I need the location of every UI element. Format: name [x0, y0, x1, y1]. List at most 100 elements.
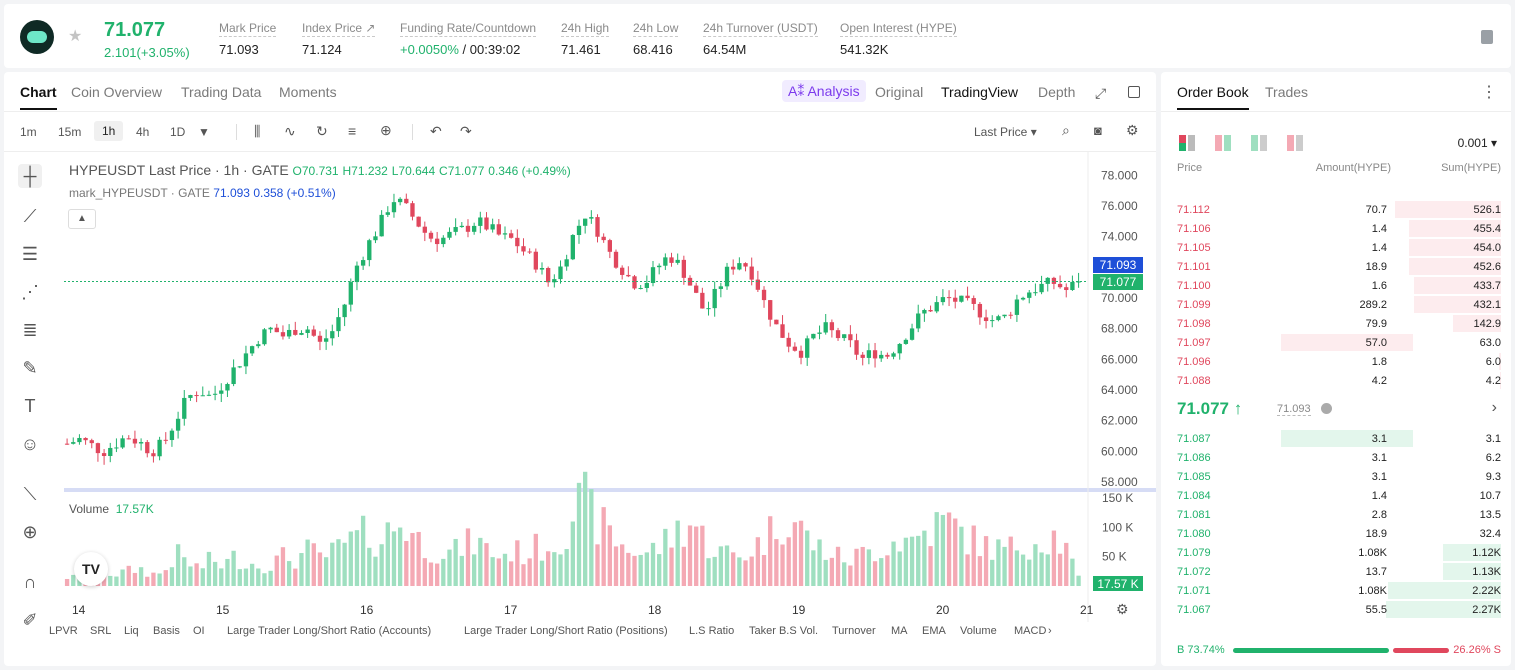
horizontal-lines-icon[interactable]: ☰	[21, 243, 39, 264]
view-original[interactable]: Original	[875, 84, 924, 100]
bid-row[interactable]: 71.080 18.9 32.4	[1161, 524, 1511, 543]
buy-ratio-bar	[1233, 648, 1389, 653]
tab-trading-data[interactable]: Trading Data	[181, 84, 262, 100]
view-tradingview[interactable]: TradingView	[941, 84, 1019, 100]
crosshair-icon[interactable]: ┼	[18, 164, 42, 188]
tab-coin-overview[interactable]: Coin Overview	[71, 84, 163, 100]
bid-row[interactable]: 71.085 3.1 9.3	[1161, 467, 1511, 486]
document-icon[interactable]	[1481, 30, 1493, 44]
indicator-item[interactable]: EMA	[922, 625, 946, 637]
camera-icon[interactable]: ◙	[1094, 123, 1102, 138]
indicator-item[interactable]: SRL	[90, 625, 112, 637]
book-mode-split-icon[interactable]	[1215, 135, 1231, 151]
add-alert-icon[interactable]: ⊕	[380, 122, 392, 138]
collapse-legend-button[interactable]: ▲	[68, 209, 96, 229]
tf-1d[interactable]: 1D	[170, 125, 186, 139]
tf-15m[interactable]: 15m	[58, 125, 82, 139]
brush-icon[interactable]: ✎	[22, 357, 38, 378]
ask-row[interactable]: 71.101 18.9 452.6	[1161, 257, 1511, 276]
tab-trades[interactable]: Trades	[1265, 84, 1309, 100]
magnet-icon[interactable]: ∩	[23, 571, 37, 592]
precision-select[interactable]: 0.001 ▾	[1457, 136, 1497, 150]
chevron-right-icon[interactable]: ›	[1491, 399, 1497, 416]
book-mode-bids-icon[interactable]	[1251, 135, 1267, 151]
indicator-item[interactable]: Basis	[153, 625, 180, 637]
zoom-icon[interactable]: ⊕	[22, 521, 38, 542]
indicator-item[interactable]: LPVR	[49, 625, 78, 637]
ruler-icon[interactable]: ⟍	[23, 483, 37, 504]
indicator-scroll-icon[interactable]: ›	[1048, 625, 1052, 637]
bid-row[interactable]: 71.081 2.8 13.5	[1161, 505, 1511, 524]
bid-row[interactable]: 71.086 3.1 6.2	[1161, 448, 1511, 467]
indicator-item[interactable]: Large Trader Long/Short Ratio (Accounts)	[227, 625, 432, 637]
candle-body	[798, 350, 804, 358]
tf-1h[interactable]: 1h	[94, 121, 124, 141]
ask-row[interactable]: 71.106 1.4 455.4	[1161, 219, 1511, 238]
text-icon[interactable]: T	[24, 395, 36, 416]
indicator-item[interactable]: MA	[891, 625, 908, 637]
stat-index-price[interactable]: Index Price ↗ 71.124	[302, 21, 376, 57]
indicator-item[interactable]: Large Trader Long/Short Ratio (Positions…	[464, 625, 668, 637]
view-depth[interactable]: Depth	[1038, 84, 1076, 100]
candle-body	[780, 324, 785, 338]
indicator-item[interactable]: Taker B.S Vol.	[749, 625, 819, 637]
search-icon[interactable]: ⌕	[1062, 122, 1070, 138]
order-amount: 57.0	[1365, 337, 1387, 349]
ask-row[interactable]: 71.098 79.9 142.9	[1161, 314, 1511, 333]
more-icon[interactable]: ⋮	[1481, 84, 1497, 101]
bid-row[interactable]: 71.087 3.1 3.1	[1161, 429, 1511, 448]
settings-icon[interactable]: ⚙	[1126, 122, 1139, 138]
indicators-icon[interactable]: ∿	[284, 123, 296, 139]
bid-row[interactable]: 71.079 1.08K 1.12K	[1161, 543, 1511, 562]
star-icon[interactable]: ★	[68, 28, 83, 45]
ask-row[interactable]: 71.097 57.0 63.0	[1161, 333, 1511, 352]
expand-icon[interactable]: ⤢	[1095, 85, 1107, 101]
ai-analysis-button[interactable]: A⁑ Analysis	[782, 80, 866, 102]
ask-row[interactable]: 71.088 4.2 4.2	[1161, 371, 1511, 390]
redo-icon[interactable]: ↷	[460, 123, 472, 139]
indicator-item[interactable]: Turnover	[832, 625, 876, 637]
templates-icon[interactable]: ≡	[348, 123, 357, 139]
ask-row[interactable]: 71.105 1.4 454.0	[1161, 238, 1511, 257]
volume-bar	[515, 540, 520, 586]
order-price: 71.096	[1177, 356, 1211, 368]
ask-row[interactable]: 71.100 1.6 433.7	[1161, 276, 1511, 295]
bid-row[interactable]: 71.071 1.08K 2.22K	[1161, 581, 1511, 600]
indicator-item[interactable]: L.S Ratio	[689, 625, 735, 637]
bid-row[interactable]: 71.067 55.5 2.27K	[1161, 600, 1511, 619]
emoji-icon[interactable]: ☺	[20, 433, 40, 454]
pencil-lock-icon[interactable]: ✐	[22, 609, 38, 630]
ask-row[interactable]: 71.112 70.7 526.1	[1161, 200, 1511, 219]
indicator-item[interactable]: Liq	[124, 625, 139, 637]
tab-moments[interactable]: Moments	[279, 84, 337, 100]
ask-row[interactable]: 71.096 1.8 6.0	[1161, 352, 1511, 371]
fib-icon[interactable]: ≣	[22, 319, 38, 340]
indicator-item[interactable]: MACD	[1014, 625, 1047, 637]
indicator-item[interactable]: Volume	[960, 625, 997, 637]
stat-funding-rate[interactable]: Funding Rate/Countdown +0.0050% / 00:39:…	[400, 21, 537, 57]
indicator-item[interactable]: OI	[193, 625, 205, 637]
book-mode-asks-icon[interactable]	[1287, 135, 1303, 151]
undo-icon[interactable]: ↶	[430, 123, 442, 139]
candle-type-icon[interactable]: ⫼	[254, 123, 261, 139]
compare-icon[interactable]: ↻	[316, 123, 328, 139]
book-mode-both-icon[interactable]	[1179, 135, 1195, 151]
bid-row[interactable]: 71.084 1.4 10.7	[1161, 486, 1511, 505]
candle-body	[441, 237, 446, 245]
tf-4h[interactable]: 4h	[136, 125, 150, 139]
tab-chart[interactable]: Chart	[20, 84, 57, 110]
tab-order-book[interactable]: Order Book	[1177, 84, 1249, 110]
window-icon[interactable]	[1128, 86, 1140, 98]
chart-settings-icon[interactable]: ⚙	[1116, 601, 1129, 617]
ask-row[interactable]: 71.099 289.2 432.1	[1161, 295, 1511, 314]
price-type-select[interactable]: Last Price ▾	[974, 125, 1037, 139]
pattern-icon[interactable]: ⋰	[21, 281, 39, 302]
timeframe-dropdown-icon[interactable]: ▼	[198, 125, 210, 139]
bid-row[interactable]: 71.072 13.7 1.13K	[1161, 562, 1511, 581]
volume-bar	[262, 573, 267, 586]
trendline-icon[interactable]: ⟋	[23, 205, 37, 226]
stat-mark-price[interactable]: Mark Price 71.093	[219, 21, 277, 57]
tf-1m[interactable]: 1m	[20, 125, 37, 139]
order-sum: 1.13K	[1472, 566, 1501, 578]
price-chart[interactable]: 78.00076.00074.00072.00070.00068.00066.0…	[56, 152, 1156, 622]
